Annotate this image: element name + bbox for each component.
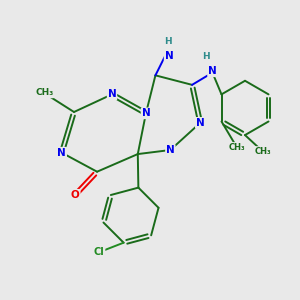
- Text: N: N: [165, 51, 173, 61]
- Text: H: H: [164, 37, 172, 46]
- Text: CH₃: CH₃: [229, 143, 245, 152]
- Text: Cl: Cl: [94, 247, 105, 257]
- Text: N: N: [142, 108, 150, 118]
- Text: N: N: [196, 118, 205, 128]
- Text: N: N: [208, 66, 217, 76]
- Text: CH₃: CH₃: [254, 147, 271, 156]
- Text: N: N: [57, 148, 66, 158]
- Text: N: N: [108, 89, 116, 99]
- Text: O: O: [71, 190, 80, 200]
- Text: N: N: [166, 145, 175, 155]
- Text: H: H: [202, 52, 209, 62]
- Text: CH₃: CH₃: [35, 88, 53, 98]
